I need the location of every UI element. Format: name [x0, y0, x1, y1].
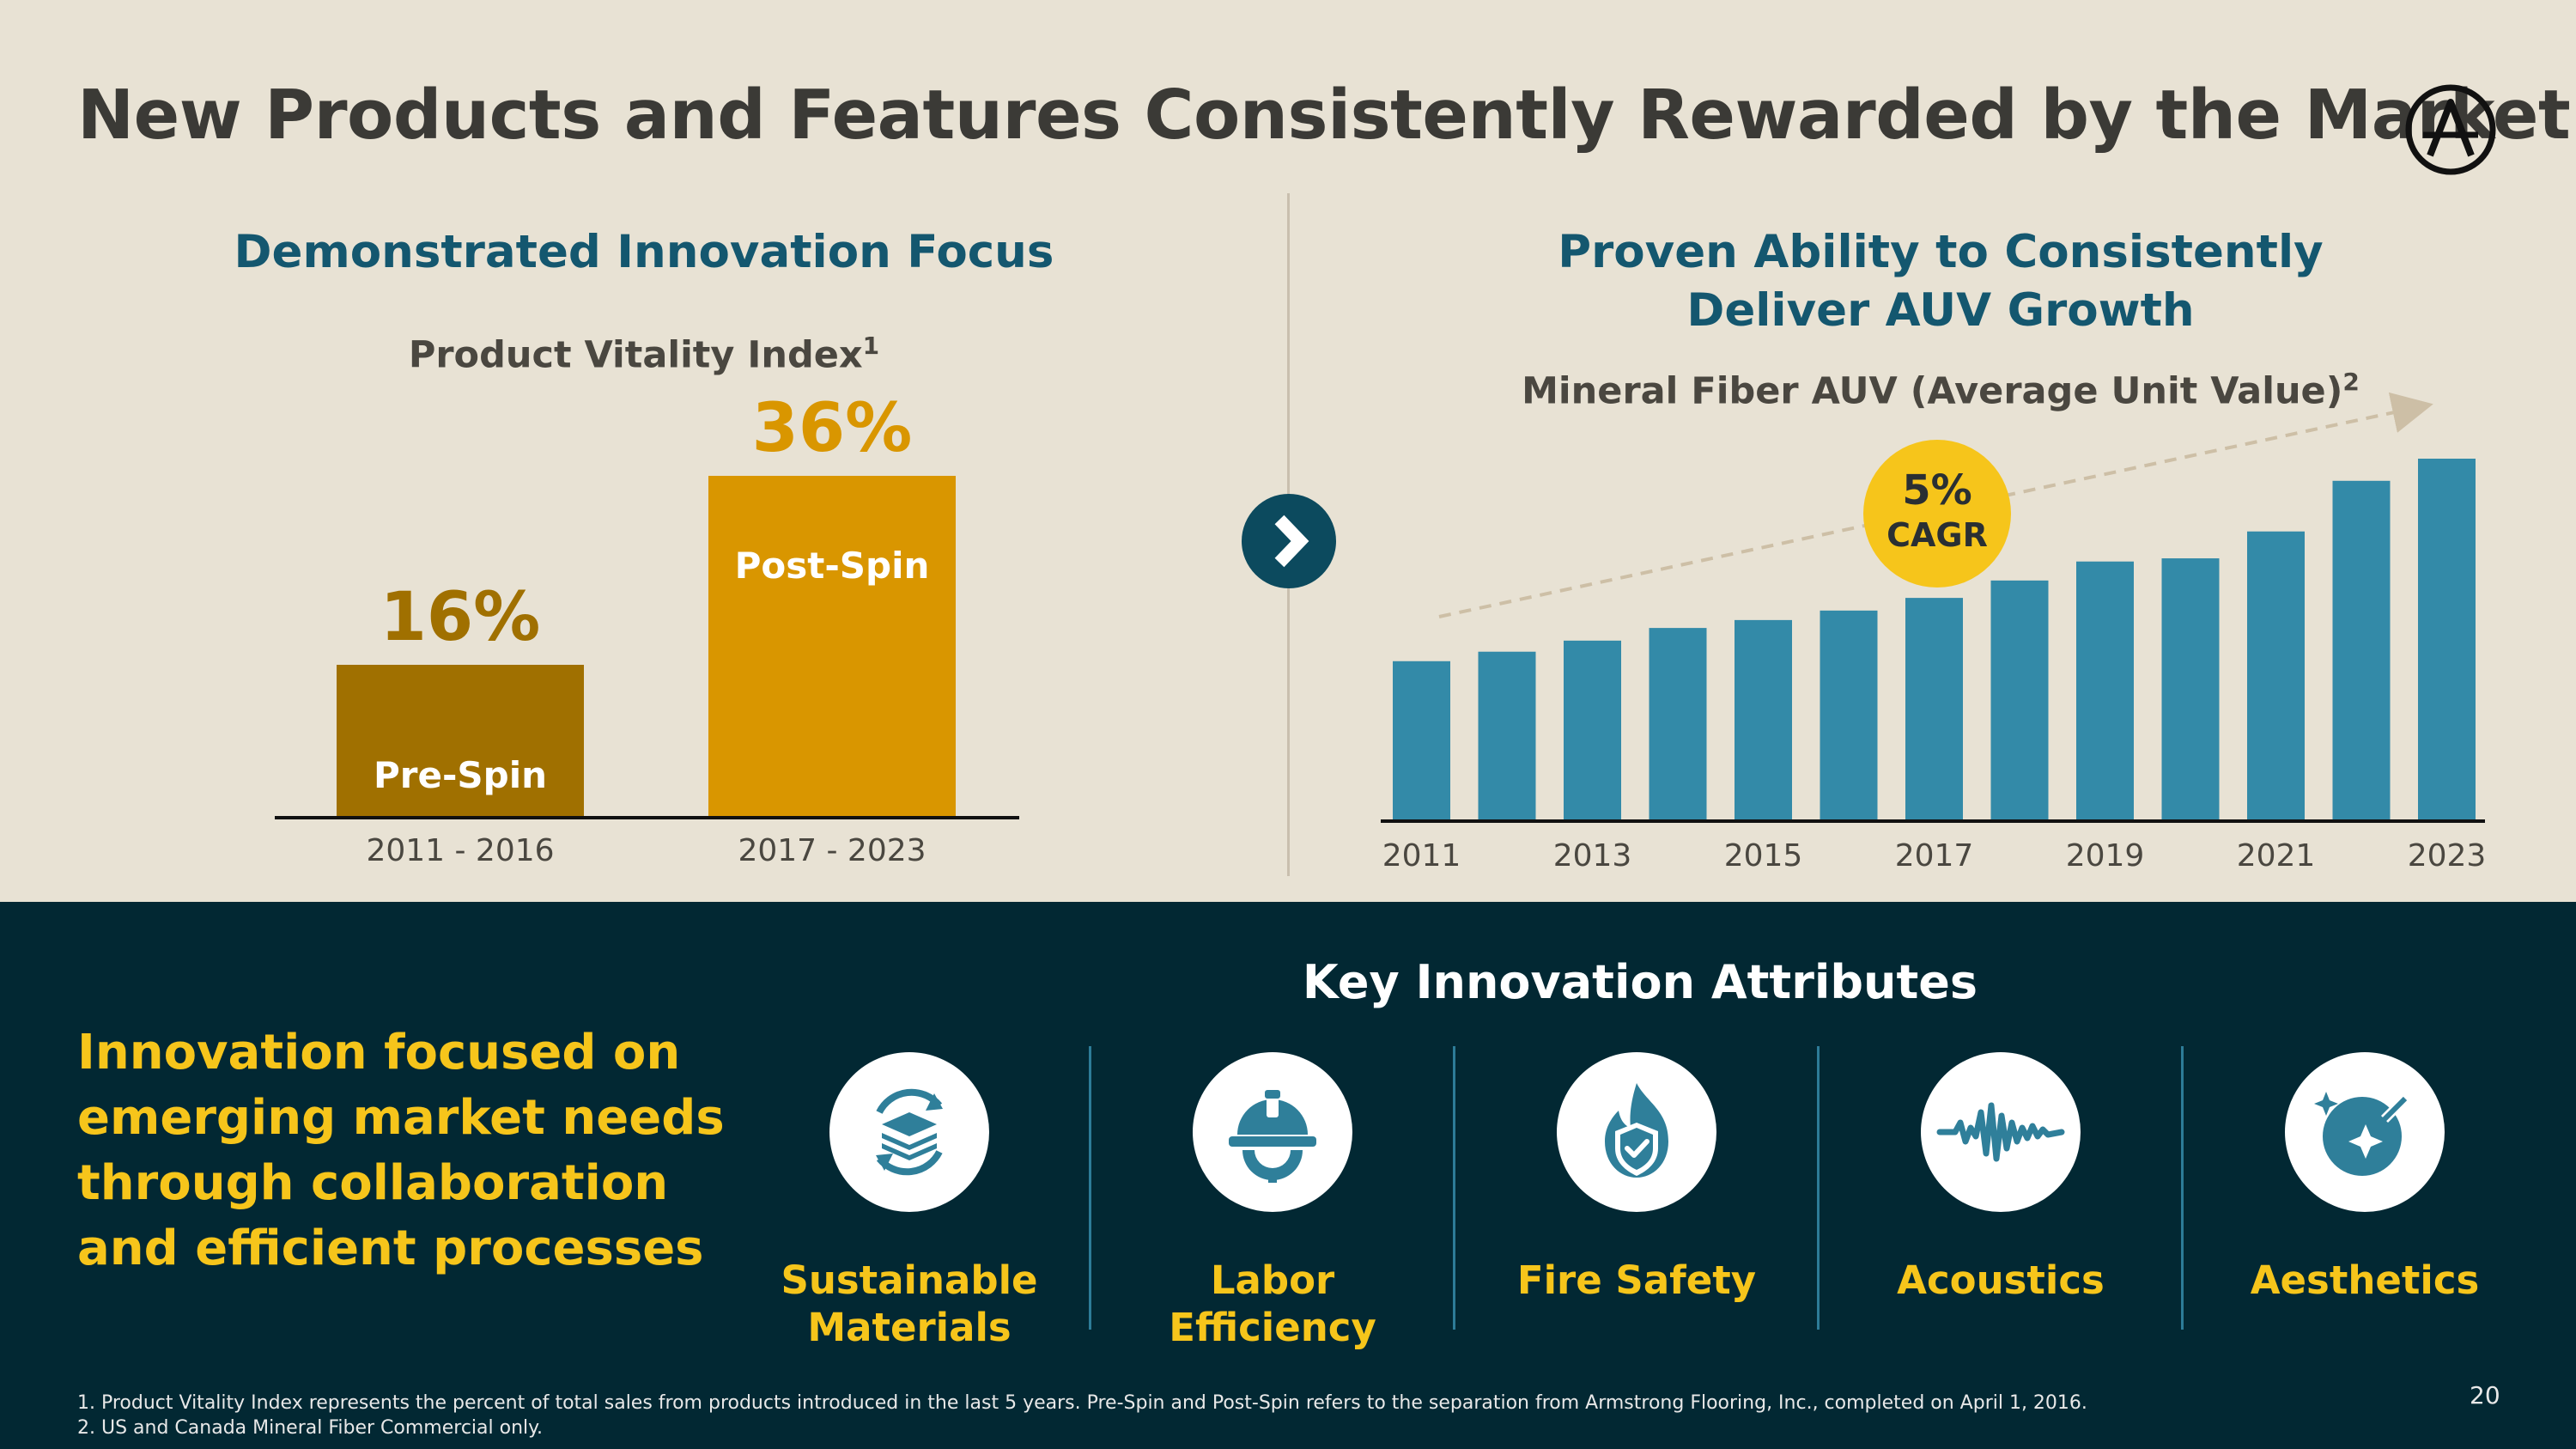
palette-sparkle-icon — [2314, 1090, 2414, 1176]
pvi-value-label: 36% — [751, 390, 913, 467]
auv-baseline — [1381, 819, 2485, 823]
attribute-label: Aesthetics — [2250, 1257, 2480, 1303]
auv-chart — [1381, 392, 2485, 823]
attribute-divider — [1453, 1046, 1455, 1330]
cagr-badge: 5% CAGR — [1863, 440, 2011, 588]
pvi-baseline — [275, 816, 1019, 819]
auv-bar — [2418, 459, 2476, 819]
flame-shield-icon — [1605, 1083, 1668, 1178]
auv-bar — [2076, 561, 2134, 819]
attribute-fire-safety: Fire Safety — [1473, 1052, 1800, 1304]
pvi-bar — [708, 476, 956, 816]
soundwave-icon — [1936, 1102, 2065, 1162]
auv-bar — [1478, 651, 1536, 819]
auv-chart-title: Mineral Fiber AUV (Average Unit Value)2 — [1522, 368, 2360, 413]
auv-x-tick: 2011 — [1382, 838, 1461, 874]
auv-bar — [1990, 580, 2049, 819]
pvi-chart: Pre-Spin 16% 2011 - 2016 Post-Spin 36% 2017 -… — [275, 390, 1019, 868]
attribute-label: Labor Efficiency — [1169, 1257, 1376, 1350]
key-innovation-title: Key Innovation Attributes — [1302, 955, 1978, 1009]
pvi-bar — [337, 665, 584, 816]
next-arrow-button — [1242, 494, 1336, 588]
page-number: 20 — [2470, 1381, 2500, 1409]
footnote-1: 1. Product Vitality Index represents the… — [77, 1392, 2087, 1414]
pvi-x-tick: 2017 - 2023 — [738, 833, 927, 868]
auv-bar — [1649, 628, 1707, 819]
right-heading-line1: Proven Ability to Consistently — [1558, 226, 2324, 278]
auv-bar — [1393, 661, 1450, 819]
auv-x-tick: 2017 — [1894, 838, 1974, 874]
attribute-label: Fire Safety — [1516, 1257, 1757, 1303]
attribute-sustainable-materials: Sustainable Materials — [746, 1052, 1072, 1351]
right-heading: Proven Ability to Consistently Deliver A… — [1511, 223, 2370, 340]
hardhat-gear-icon — [1229, 1090, 1316, 1183]
attribute-label: Acoustics — [1897, 1257, 2105, 1303]
cagr-value: 5% — [1902, 466, 1972, 514]
attribute-aesthetics: Aesthetics — [2202, 1052, 2528, 1304]
chevron-right-icon — [1274, 514, 1309, 568]
footnote-2: 2. US and Canada Mineral Fiber Commercia… — [77, 1417, 544, 1439]
cagr-label: CAGR — [1886, 516, 1988, 554]
attribute-divider — [1817, 1046, 1820, 1330]
auv-bar — [2247, 531, 2305, 819]
left-heading: Demonstrated Innovation Focus — [234, 226, 1054, 278]
right-heading-line2: Deliver AUV Growth — [1686, 284, 2195, 337]
auv-x-tick: 2023 — [2407, 838, 2487, 874]
armstrong-logo — [2405, 84, 2496, 175]
auv-bar — [1820, 610, 1878, 819]
auv-x-tick: 2015 — [1723, 838, 1803, 874]
attribute-label: Sustainable Materials — [781, 1257, 1038, 1350]
pvi-value-label: 16% — [380, 579, 541, 656]
layers-recycle-icon — [876, 1088, 943, 1176]
auv-bar — [1905, 598, 1963, 819]
auv-bar — [2161, 558, 2220, 819]
auv-x-tick: 2013 — [1552, 838, 1632, 874]
auv-bar — [1735, 619, 1792, 819]
attribute-labor-efficiency: Labor Efficiency — [1109, 1052, 1436, 1351]
tagline: Innovation focused on emerging market ne… — [77, 1025, 725, 1276]
auv-x-tick: 2019 — [2065, 838, 2145, 874]
pvi-x-tick: 2011 - 2016 — [366, 833, 555, 868]
auv-bar — [1564, 640, 1621, 819]
attribute-divider — [2181, 1046, 2184, 1330]
auv-x-tick: 2021 — [2236, 838, 2316, 874]
pvi-bar-label: Pre-Spin — [373, 754, 548, 796]
attribute-acoustics: Acoustics — [1838, 1052, 2164, 1304]
attribute-divider — [1089, 1046, 1091, 1330]
pvi-chart-title: Product Vitality Index1 — [408, 332, 880, 377]
auv-bar — [2332, 480, 2391, 819]
pvi-bar-label: Post-Spin — [734, 545, 930, 587]
page-title: New Products and Features Consistently R… — [77, 76, 2571, 155]
